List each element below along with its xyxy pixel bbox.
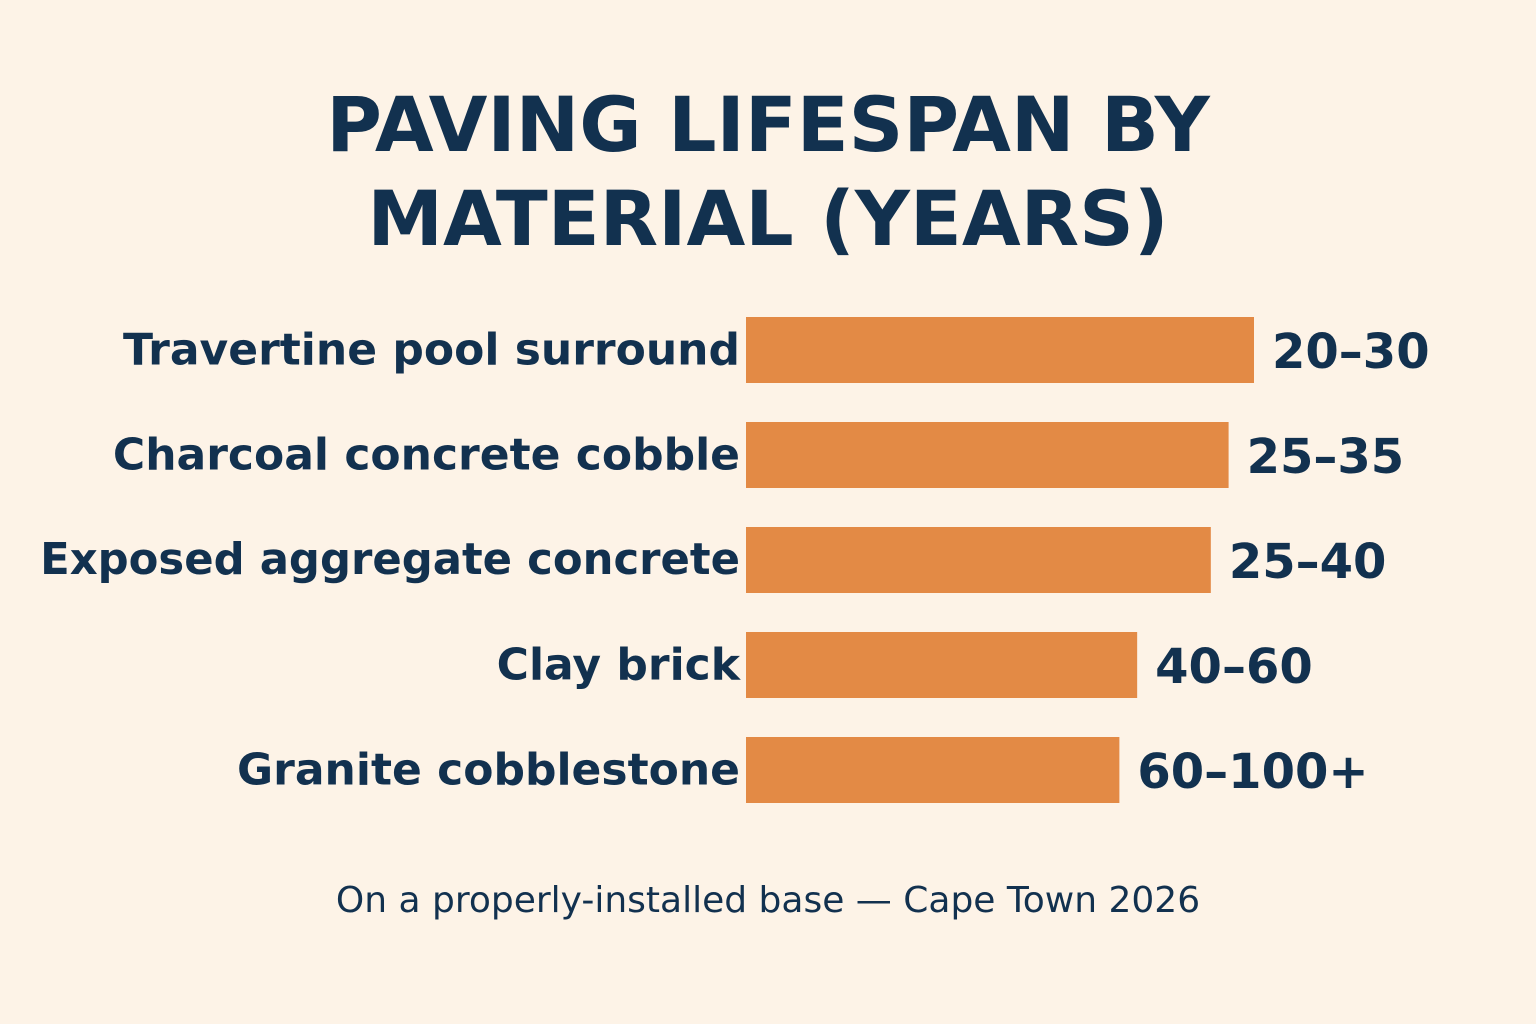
value-label-1: 20–30 xyxy=(1272,324,1430,380)
category-label-5: Granite cobblestone xyxy=(237,745,740,796)
bar-2 xyxy=(746,422,1229,488)
value-label-2: 25–35 xyxy=(1247,429,1405,485)
bar-5 xyxy=(746,737,1120,803)
chart-footnote: On a properly-installed base — Cape Town… xyxy=(335,880,1201,921)
category-label-2: Charcoal concrete cobble xyxy=(113,430,740,481)
bar-3 xyxy=(746,527,1211,593)
value-label-3: 25–40 xyxy=(1229,534,1387,590)
category-label-3: Exposed aggregate concrete xyxy=(40,535,740,585)
chart-title-line-2: MATERIAL (YEARS) xyxy=(367,174,1169,263)
chart-title: PAVING LIFESPAN BY MATERIAL (YEARS) xyxy=(0,78,1536,266)
value-label-4: 40–60 xyxy=(1155,639,1313,695)
value-label-5: 60–100+ xyxy=(1137,744,1368,800)
category-label-1: Travertine pool surround xyxy=(123,325,740,376)
category-label-4: Clay brick xyxy=(497,640,742,691)
bar-1 xyxy=(746,317,1254,383)
bar-4 xyxy=(746,632,1138,698)
chart-title-line-1: PAVING LIFESPAN BY xyxy=(326,80,1210,169)
